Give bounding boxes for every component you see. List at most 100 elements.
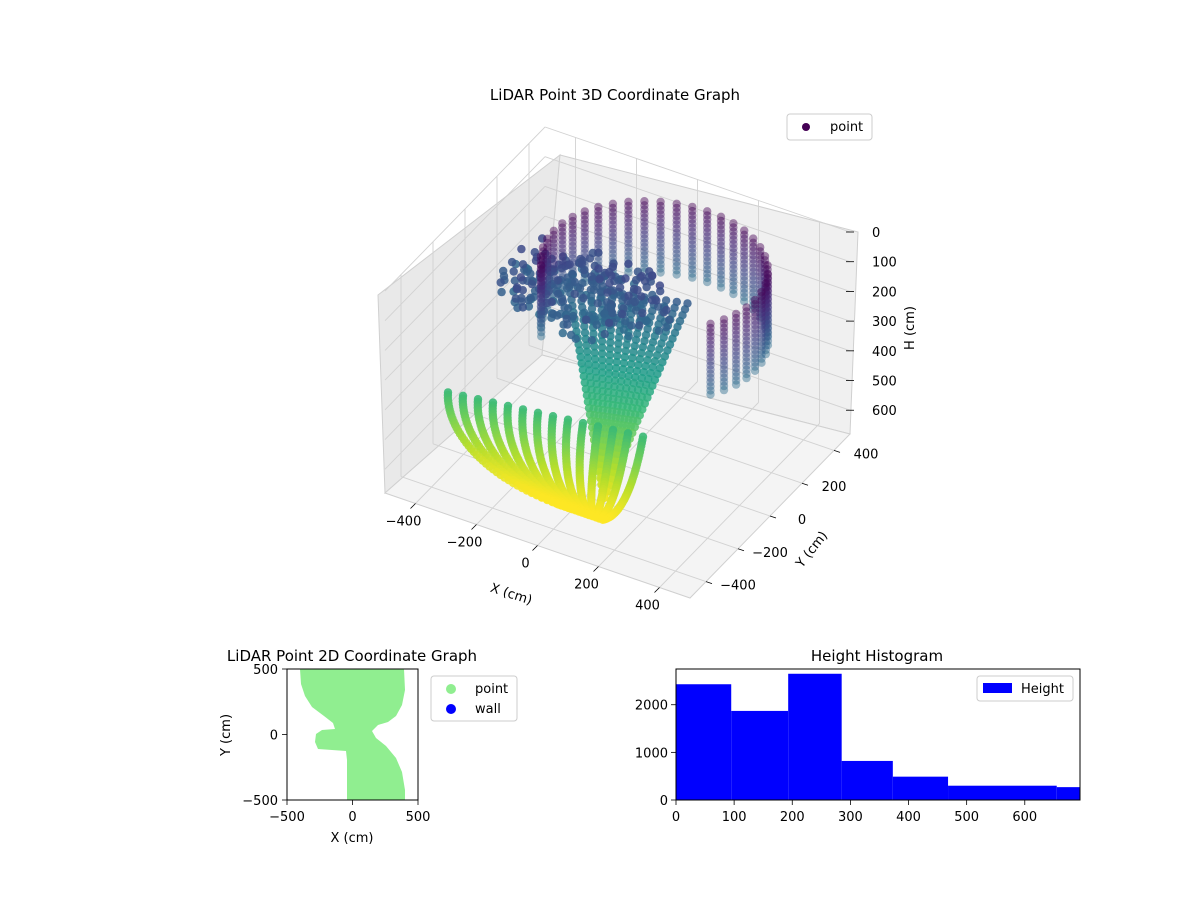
cloud-point <box>599 516 607 524</box>
cloud-point <box>528 280 536 288</box>
cloud-point <box>582 316 590 324</box>
y-tick-label-3d: 0 <box>798 513 806 528</box>
legend-2d: point wall <box>431 676 517 721</box>
cloud-point <box>742 374 750 382</box>
cloud-point <box>624 292 632 300</box>
x-tick-mark-3d <box>533 546 538 551</box>
cloud-point <box>519 260 527 268</box>
x-tick-label-3d: 0 <box>521 557 529 572</box>
y-tick-mark-3d <box>834 450 840 452</box>
cloud-point <box>517 273 525 281</box>
x-tick-label-hist: 400 <box>896 810 921 825</box>
cloud-point <box>627 321 635 329</box>
cloud-point <box>635 321 643 329</box>
x-tick-label-3d: 200 <box>574 578 599 593</box>
legend-3d-label: point <box>830 120 863 135</box>
cloud-point <box>525 296 533 304</box>
legend-2d-marker-point <box>446 684 456 694</box>
y-tick-label-3d: −200 <box>752 546 788 561</box>
histogram-bar <box>948 786 1057 800</box>
z-tick-label-3d: 0 <box>872 226 880 241</box>
z-tick-label-3d: 600 <box>872 404 897 419</box>
x-tick-mark-3d <box>411 504 416 509</box>
cloud-point <box>594 299 602 307</box>
cloud-point <box>648 296 656 304</box>
cloud-point <box>580 266 588 274</box>
cloud-point <box>579 294 587 302</box>
cloud-point <box>605 319 613 327</box>
cloud-point <box>662 323 670 331</box>
legend-2d-label-point: point <box>475 682 508 697</box>
cloud-point <box>517 245 525 253</box>
cloud-point <box>732 380 740 388</box>
x-tick-label-2d: 500 <box>406 810 431 825</box>
histogram-bar <box>676 684 731 800</box>
histogram-bar <box>1057 787 1080 800</box>
y-tick-label-2d: 0 <box>270 729 278 744</box>
cloud-point <box>607 271 615 279</box>
cloud-point <box>563 320 571 328</box>
cloud-point <box>638 309 646 317</box>
cloud-point <box>559 329 567 337</box>
y-tick-label-2d: 500 <box>253 663 278 678</box>
cloud-point <box>572 335 580 343</box>
x-tick-label-hist: 300 <box>838 810 863 825</box>
cloud-point <box>587 272 595 280</box>
y-tick-mark-3d <box>738 549 744 551</box>
cloud-point <box>566 260 574 268</box>
x-tick-label-hist: 0 <box>672 810 680 825</box>
x-tick-label-hist: 100 <box>722 810 747 825</box>
cloud-point <box>706 390 714 398</box>
legend-histogram-swatch <box>983 683 1012 693</box>
histogram-bar <box>842 761 893 800</box>
cloud-point <box>625 332 633 340</box>
cloud-point <box>513 283 521 291</box>
cloud-point <box>618 310 626 318</box>
histogram-title: Height Histogram <box>811 647 943 665</box>
cloud-point <box>510 267 518 275</box>
x-tick-mark-3d <box>655 588 660 593</box>
cloud-point <box>603 288 611 296</box>
cloud-point <box>588 336 596 344</box>
cloud-point <box>608 309 616 317</box>
cloud-point <box>601 330 609 338</box>
x-tick-label-3d: 400 <box>635 599 660 614</box>
cloud-point <box>655 327 663 335</box>
y-tick-mark-3d <box>706 582 712 584</box>
cloud-point <box>624 260 632 268</box>
x-tick-label-hist: 200 <box>780 810 805 825</box>
histogram-bar <box>731 711 788 800</box>
legend-2d-marker-wall <box>446 704 456 714</box>
x-axis-label-2d: X (cm) <box>331 831 374 846</box>
cloud-point <box>717 283 725 291</box>
cloud-point <box>497 278 505 286</box>
cloud-point <box>665 316 673 324</box>
cloud-point <box>621 274 629 282</box>
lidar-3d-plot: LiDAR Point 3D Coordinate Graph −400−200… <box>378 86 918 614</box>
x-tick-mark-3d <box>594 567 599 572</box>
cloud-point <box>660 308 668 316</box>
cloud-point <box>553 311 561 319</box>
cloud-point <box>648 271 656 279</box>
chart-3d-title: LiDAR Point 3D Coordinate Graph <box>490 86 740 104</box>
z-tick-label-3d: 400 <box>872 345 897 360</box>
x-tick-label-2d: −500 <box>269 810 305 825</box>
cloud-point <box>688 273 696 281</box>
cloud-point <box>595 275 603 283</box>
cloud-point <box>594 264 602 272</box>
y-tick-label-2d: −500 <box>242 794 278 809</box>
z-tick-label-3d: 200 <box>872 285 897 300</box>
cloud-point <box>720 386 728 394</box>
y-tick-mark-3d <box>770 516 776 518</box>
cloud-point <box>751 367 759 375</box>
cloud-point <box>526 270 534 278</box>
cloud-point <box>571 290 579 298</box>
legend-3d: point <box>787 114 872 140</box>
x-tick-label-hist: 600 <box>1012 810 1037 825</box>
z-tick-label-3d: 100 <box>872 256 897 271</box>
y-tick-label-hist: 2000 <box>635 699 668 714</box>
cloud-point <box>519 303 527 311</box>
y-tick-mark-3d <box>802 483 808 485</box>
z-tick-label-3d: 500 <box>872 375 897 390</box>
